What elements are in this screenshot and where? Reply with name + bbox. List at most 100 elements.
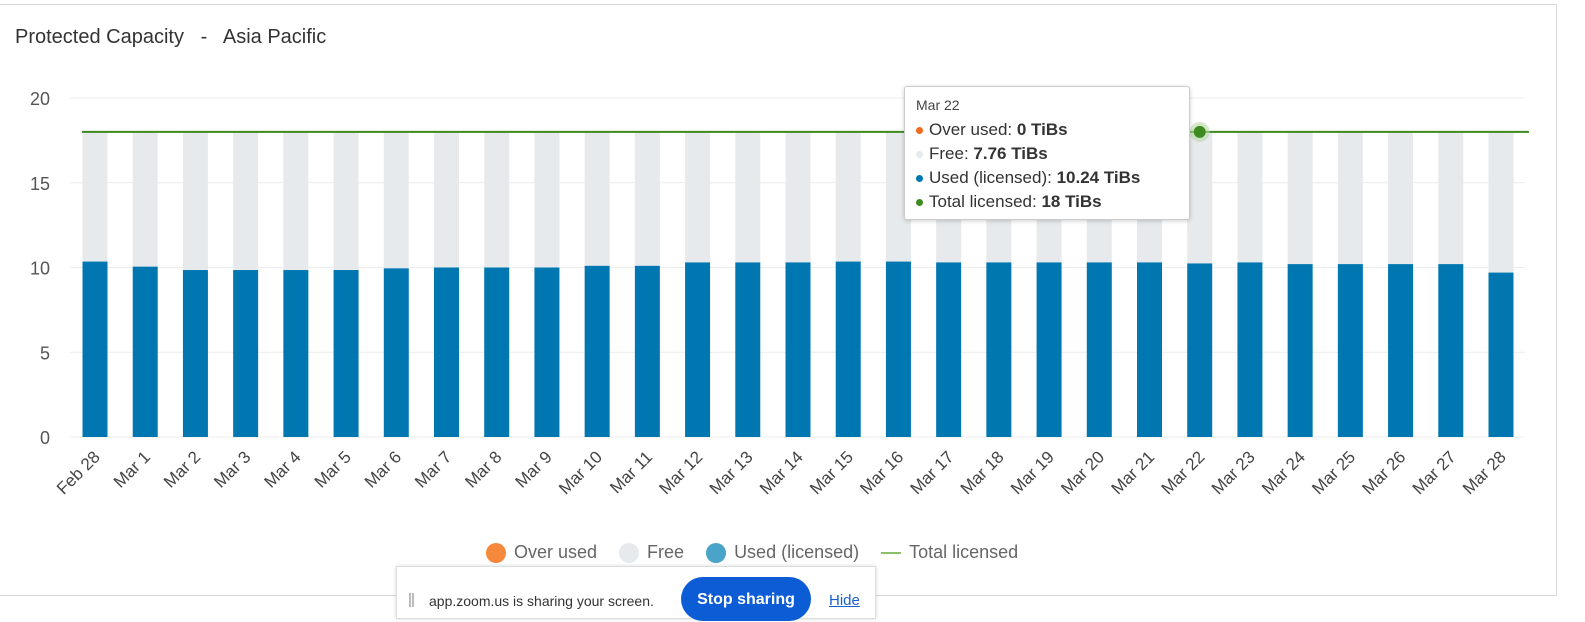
x-tick-label: Mar 14 [756, 447, 807, 498]
bar-used [132, 266, 158, 437]
bar-free [434, 131, 459, 268]
x-tick-label: Mar 8 [461, 447, 505, 491]
x-tick-label: Mar 19 [1007, 447, 1058, 498]
bar-used [1438, 264, 1464, 437]
bar-free [785, 131, 811, 263]
bar-used [283, 270, 309, 437]
bar-free [484, 131, 510, 268]
y-tick-label: 20 [30, 89, 50, 109]
tooltip-value: 7.76 TiBs [973, 144, 1048, 163]
x-tick-label: Mar 11 [606, 447, 656, 497]
bar-used [785, 262, 811, 437]
tooltip-value: 18 TiBs [1041, 192, 1102, 211]
bar-used [434, 267, 459, 437]
over-used-swatch-icon [486, 542, 506, 563]
bar-used [1388, 264, 1414, 437]
x-tick-label: Mar 18 [957, 447, 1008, 498]
x-tick-label: Mar 13 [706, 447, 757, 498]
tooltip-label: Over used: [929, 120, 1017, 139]
used-swatch-icon [706, 542, 727, 563]
legend-label: Over used [514, 542, 598, 562]
total-line-swatch-icon [881, 551, 902, 554]
tooltip-value: 0 TiBs [1016, 120, 1068, 139]
free-swatch-icon [619, 542, 640, 563]
x-tick-label: Mar 26 [1359, 447, 1410, 498]
bar-used [1036, 262, 1062, 437]
bar-free [1337, 131, 1363, 265]
bar-used [936, 262, 962, 437]
y-tick-label: 5 [40, 343, 50, 363]
bar-used [986, 262, 1012, 437]
bar-free [835, 131, 861, 262]
bar-used [534, 267, 560, 437]
bar-used [1237, 262, 1263, 437]
tooltip-date: Mar 22 [916, 97, 960, 113]
bar-used [634, 265, 660, 437]
x-tick-label: Mar 24 [1258, 447, 1309, 498]
x-tick-label: Mar 4 [261, 447, 305, 491]
x-tick-label: Mar 2 [160, 447, 204, 491]
stop-sharing-button[interactable]: Stop sharing [681, 577, 811, 621]
bar-free [1438, 131, 1464, 265]
bar-free [283, 131, 309, 271]
bar-free [383, 131, 409, 269]
legend-label: Total licensed [909, 542, 1019, 562]
x-tick-label: Mar 22 [1158, 447, 1209, 498]
legend-total-licensed[interactable]: Total licensed [881, 542, 1018, 563]
total-licensed-point [1193, 125, 1206, 138]
bar-used [735, 262, 761, 437]
over-used-dot-icon [916, 127, 923, 135]
chart-legend: Over used Free Used (licensed) Total lic… [486, 542, 1040, 563]
total-dot-icon [916, 199, 923, 207]
bar-used [885, 261, 911, 437]
chart-title: Protected Capacity - Asia Pacific [15, 26, 327, 48]
bar-free [182, 131, 208, 271]
x-tick-label: Mar 16 [856, 447, 907, 498]
x-tick-label: Mar 23 [1208, 447, 1259, 498]
tooltip-value: 10.24 TiBs [1056, 168, 1141, 187]
bar-free [1287, 131, 1313, 265]
bar-free [1488, 131, 1514, 273]
x-tick-label: Mar 27 [1409, 447, 1460, 498]
tooltip-label: Total licensed: [929, 192, 1042, 211]
x-tick-label: Mar 7 [411, 447, 455, 491]
tooltip-row-total: Total licensed: 18 TiBs [916, 192, 1102, 212]
legend-label: Free [647, 542, 685, 562]
x-tick-label: Mar 9 [512, 447, 556, 491]
bar-free [534, 131, 560, 268]
tooltip-row-used: Used (licensed): 10.24 TiBs [916, 168, 1140, 188]
bar-used [82, 261, 108, 437]
drag-handle-icon[interactable] [409, 593, 414, 607]
legend-label: Used (licensed) [734, 542, 860, 562]
bar-free [1187, 131, 1213, 264]
hide-link[interactable]: Hide [829, 592, 860, 609]
x-tick-label: Mar 17 [907, 447, 958, 498]
chart-tooltip: Mar 22 Over used: 0 TiBs Free: 7.76 TiBs… [904, 86, 1190, 220]
x-tick-label: Mar 15 [806, 447, 857, 498]
bar-used [1086, 262, 1112, 437]
x-tick-label: Mar 3 [210, 447, 254, 491]
share-message: app.zoom.us is sharing your screen. [429, 593, 654, 609]
bar-free [735, 131, 761, 263]
y-tick-label: 15 [30, 174, 50, 194]
x-tick-label: Mar 25 [1308, 447, 1359, 498]
legend-used-licensed[interactable]: Used (licensed) [706, 542, 859, 563]
screen-share-bar: app.zoom.us is sharing your screen. Stop… [396, 566, 876, 621]
bar-free [634, 131, 660, 266]
bar-used [1287, 264, 1313, 437]
bar-free [1388, 131, 1414, 265]
bar-free [1237, 131, 1263, 263]
bar-used [685, 262, 711, 437]
legend-over-used[interactable]: Over used [486, 542, 597, 563]
tooltip-label: Used (licensed): [929, 168, 1057, 187]
legend-free[interactable]: Free [619, 542, 684, 563]
bar-free [333, 131, 359, 271]
used-dot-icon [916, 175, 923, 183]
bar-free [132, 131, 158, 267]
bar-used [1137, 262, 1162, 437]
tooltip-row-free: Free: 7.76 TiBs [916, 144, 1048, 164]
bar-free [233, 131, 259, 271]
bar-used [333, 270, 359, 437]
y-tick-label: 0 [40, 428, 50, 448]
x-tick-label: Mar 1 [110, 447, 154, 491]
